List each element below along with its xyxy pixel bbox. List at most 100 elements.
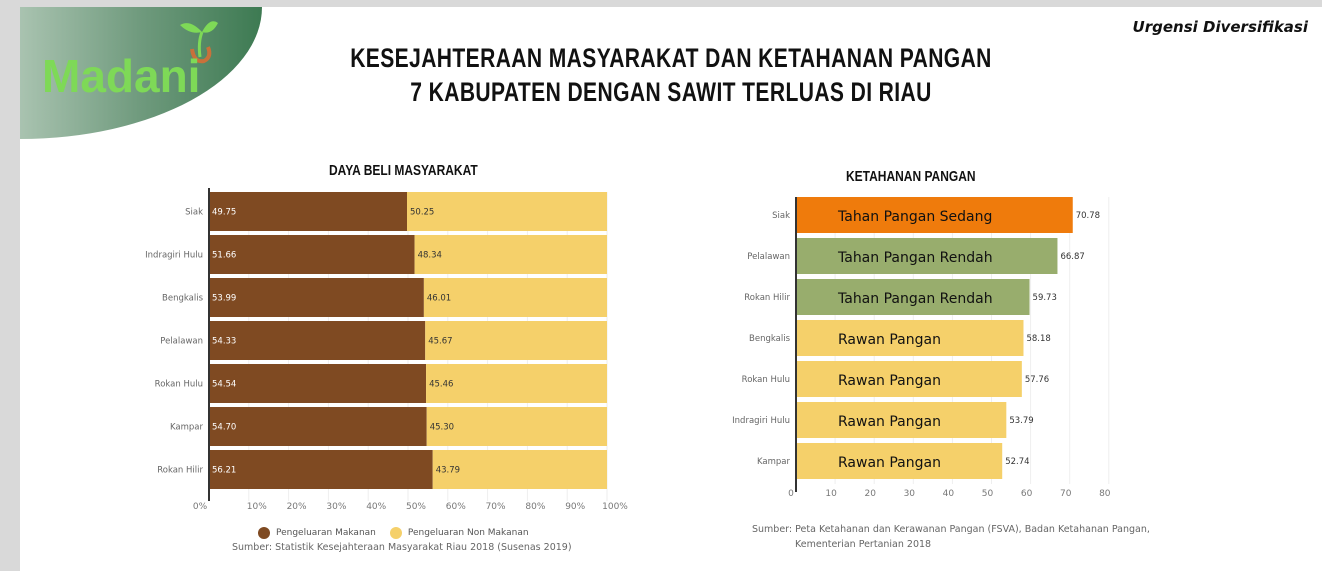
- x-tick-label: 90%: [565, 502, 585, 512]
- x-tick-label: 60%: [446, 502, 466, 512]
- bar-value-label: 59.73: [1033, 293, 1057, 303]
- slide: Madani Urgensi Diversifikasi KESEJAHTERA…: [20, 7, 1322, 571]
- bar: [796, 443, 1003, 479]
- bar-value-label: 51.66: [212, 251, 236, 261]
- x-tick-label: 20%: [287, 502, 307, 512]
- y-category-label: Indragiri Hulu: [732, 416, 790, 426]
- bar-category-label: Rawan Pangan: [838, 373, 941, 389]
- y-category-label: Rokan Hulu: [155, 380, 203, 390]
- sprout-icon: [180, 21, 218, 64]
- legend-label-nonfood: Pengeluaran Non Makanan: [407, 528, 529, 538]
- chart1-title: DAYA BELI MASYARAKAT: [329, 162, 478, 179]
- logo-banner: Madani: [20, 7, 262, 139]
- legend-swatch-nonfood: [389, 527, 402, 539]
- bar-value-label: 54.70: [212, 423, 236, 433]
- y-category-label: Bengkalis: [749, 334, 791, 344]
- bar-category-label: Tahan Pangan Rendah: [837, 250, 993, 266]
- legend: Pengeluaran Makanan Pengeluaran Non Maka…: [258, 527, 529, 539]
- x-tick-label: 10%: [247, 502, 267, 512]
- page-title: KESEJAHTERAAN MASYARAKAT DAN KETAHANAN P…: [350, 43, 992, 73]
- y-category-label: Rokan Hilir: [157, 466, 203, 476]
- bar-food: [209, 321, 426, 360]
- charts-canvas: 0% 10% 20% 30% 40% 50% 60% 70% 80% 90% 100% Siak 49.…: [145, 188, 1111, 512]
- x-tick-label: 0%: [193, 502, 208, 512]
- x-tick-label: 0: [788, 489, 794, 499]
- x-tick-label: 50: [982, 489, 994, 499]
- bar-value-label: 49.75: [212, 208, 236, 218]
- bar-value-label: 45.67: [428, 337, 452, 347]
- bar-food: [209, 235, 415, 274]
- chart2-source-line1: Sumber: Peta Ketahanan dan Kerawanan Pan…: [752, 524, 1150, 535]
- bar-category-label: Tahan Pangan Sedang: [837, 209, 992, 225]
- logo-text: Madani: [42, 50, 201, 102]
- bar-nonfood: [426, 407, 607, 446]
- bar-nonfood: [425, 321, 607, 360]
- bar-value-label: 45.30: [430, 423, 454, 433]
- bar-value-label: 53.79: [1009, 416, 1033, 426]
- bar-nonfood: [407, 192, 607, 231]
- y-category-label: Indragiri Hulu: [145, 251, 203, 261]
- bar-value-label: 48.34: [418, 251, 442, 261]
- x-tick-label: 100%: [602, 502, 628, 512]
- bar-value-label: 43.79: [436, 466, 460, 476]
- bar: [796, 279, 1030, 315]
- bar-category-label: Tahan Pangan Rendah: [837, 291, 993, 307]
- bar-value-label: 52.74: [1005, 457, 1029, 467]
- bar-food: [209, 364, 427, 403]
- y-category-label: Siak: [772, 211, 790, 221]
- bar-value-label: 45.46: [429, 380, 453, 390]
- bar-value-label: 53.99: [212, 294, 236, 304]
- x-tick-label: 40: [943, 489, 955, 499]
- bar-value-label: 57.76: [1025, 375, 1049, 385]
- bar-category-label: Rawan Pangan: [838, 332, 941, 348]
- bar-value-label: 50.25: [410, 208, 434, 218]
- bar-value-label: 46.01: [427, 294, 451, 304]
- y-category-label: Rokan Hilir: [744, 293, 790, 303]
- bar-value-label: 54.33: [212, 337, 236, 347]
- bar-value-label: 66.87: [1060, 252, 1084, 262]
- bar: [796, 361, 1022, 397]
- bar-value-label: 70.78: [1076, 211, 1100, 221]
- corner-label: Urgensi Diversifikasi: [1132, 18, 1308, 36]
- x-tick-label: 60: [1021, 489, 1033, 499]
- x-tick-label: 50%: [406, 502, 426, 512]
- bar-category-label: Rawan Pangan: [838, 414, 941, 430]
- y-category-label: Rokan Hulu: [742, 375, 790, 385]
- bar-value-label: 58.18: [1026, 334, 1050, 344]
- bar-nonfood: [414, 235, 607, 274]
- legend-label-food: Pengeluaran Makanan: [276, 528, 376, 538]
- bar-nonfood: [432, 450, 607, 489]
- y-category-label: Kampar: [170, 423, 204, 433]
- bar-nonfood: [426, 364, 607, 403]
- y-category-label: Pelalawan: [160, 337, 203, 347]
- bar: [796, 197, 1073, 233]
- x-tick-label: 30%: [326, 502, 346, 512]
- y-category-label: Siak: [185, 208, 203, 218]
- y-category-label: Kampar: [757, 457, 791, 467]
- x-tick-label: 70%: [486, 502, 506, 512]
- x-tick-label: 80: [1099, 489, 1111, 499]
- x-tick-label: 70: [1060, 489, 1072, 499]
- bar-category-label: Rawan Pangan: [838, 455, 941, 471]
- y-category-label: Pelalawan: [747, 252, 790, 262]
- x-tick-label: 80%: [525, 502, 545, 512]
- x-tick-label: 20: [864, 489, 876, 499]
- chart2-title: KETAHANAN PANGAN: [846, 168, 976, 185]
- x-tick-label: 40%: [366, 502, 386, 512]
- bar-value-label: 56.21: [212, 466, 236, 476]
- bar: [796, 402, 1007, 438]
- bar-food: [209, 192, 408, 231]
- bar-nonfood: [423, 278, 607, 317]
- chart1-source: Sumber: Statistik Kesejahteraan Masyarak…: [232, 542, 572, 553]
- x-tick-label: 30: [904, 489, 916, 499]
- bar: [796, 320, 1024, 356]
- legend-swatch-food: [258, 527, 270, 539]
- bar-food: [209, 278, 424, 317]
- bar-food: [209, 407, 427, 446]
- bar-value-label: 54.54: [212, 380, 236, 390]
- x-tick-label: 10: [825, 489, 837, 499]
- bar-food: [209, 450, 433, 489]
- y-category-label: Bengkalis: [162, 294, 204, 304]
- page-subtitle: 7 KABUPATEN DENGAN SAWIT TERLUAS DI RIAU: [410, 77, 932, 107]
- bar: [796, 238, 1058, 274]
